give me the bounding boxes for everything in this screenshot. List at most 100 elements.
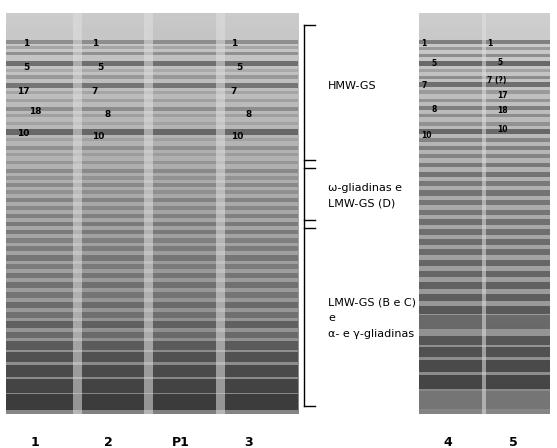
Bar	[419, 347, 550, 357]
Bar	[73, 13, 82, 414]
Bar	[6, 183, 298, 187]
Bar	[419, 375, 550, 389]
Bar	[6, 312, 298, 318]
Bar	[419, 114, 550, 117]
Bar	[6, 341, 298, 350]
Text: 1: 1	[422, 39, 427, 48]
Bar	[419, 61, 550, 65]
Text: 10: 10	[17, 129, 30, 138]
Bar	[419, 271, 550, 277]
Bar	[6, 206, 298, 210]
Text: 7 (?): 7 (?)	[487, 76, 506, 85]
Bar	[419, 39, 550, 43]
Text: 18: 18	[29, 107, 41, 116]
Bar	[419, 282, 550, 289]
Bar	[6, 146, 298, 150]
Bar	[6, 161, 298, 164]
Bar	[419, 294, 550, 301]
Text: 5: 5	[509, 436, 517, 448]
Bar	[419, 306, 550, 314]
Bar	[419, 210, 550, 215]
Bar	[144, 13, 153, 414]
Text: 17: 17	[17, 87, 30, 96]
Bar	[419, 146, 550, 150]
Bar	[6, 61, 298, 66]
Text: 5: 5	[237, 63, 243, 72]
Bar	[6, 168, 298, 172]
Text: 10: 10	[92, 132, 104, 141]
Bar	[419, 129, 550, 134]
Text: 5: 5	[97, 63, 104, 72]
Bar	[6, 292, 298, 297]
Text: 8: 8	[104, 110, 111, 119]
Bar	[419, 122, 550, 125]
Bar	[6, 229, 298, 234]
Bar	[419, 107, 550, 111]
Text: 7: 7	[422, 81, 427, 90]
Bar	[419, 360, 550, 372]
Text: 10: 10	[422, 131, 432, 140]
Bar	[419, 190, 550, 196]
Text: 10: 10	[231, 132, 243, 141]
Text: 1: 1	[92, 39, 98, 48]
Bar	[6, 222, 298, 226]
Bar	[6, 379, 298, 393]
Bar	[6, 75, 298, 78]
Text: ω-gliadinas e
LMW-GS (D): ω-gliadinas e LMW-GS (D)	[328, 183, 402, 209]
Text: 7: 7	[231, 87, 237, 96]
Bar	[6, 394, 298, 410]
Text: 4: 4	[443, 436, 452, 448]
Bar	[419, 315, 550, 329]
Bar	[6, 99, 298, 103]
Bar	[6, 255, 298, 261]
Bar	[419, 82, 550, 87]
Bar	[482, 13, 486, 414]
Bar	[419, 181, 550, 186]
Bar	[6, 332, 298, 338]
Bar	[6, 114, 298, 117]
Bar	[419, 172, 550, 177]
Bar	[6, 198, 298, 202]
Text: 1: 1	[487, 39, 492, 48]
Text: 8: 8	[432, 105, 437, 114]
Text: 1: 1	[23, 39, 30, 48]
Bar	[6, 283, 298, 288]
Text: HMW-GS: HMW-GS	[328, 81, 377, 90]
Text: LMW-GS (B e C)
e
α- e γ-gliadinas: LMW-GS (B e C) e α- e γ-gliadinas	[328, 297, 416, 339]
Bar	[6, 264, 298, 269]
Bar	[6, 39, 298, 43]
Bar	[419, 249, 550, 255]
Bar	[419, 76, 550, 79]
Text: 10: 10	[497, 125, 508, 134]
Bar	[6, 122, 298, 125]
Bar	[6, 190, 298, 194]
Bar	[6, 138, 298, 142]
Bar	[419, 54, 550, 57]
Text: 5: 5	[432, 59, 437, 68]
Bar	[6, 365, 298, 377]
Text: 2: 2	[104, 436, 113, 448]
Text: 1: 1	[231, 39, 237, 48]
Text: 1: 1	[31, 436, 39, 448]
Bar	[6, 91, 298, 94]
Bar	[6, 176, 298, 180]
Bar	[6, 52, 298, 56]
Bar	[419, 90, 550, 94]
Bar	[419, 392, 550, 409]
Text: 18: 18	[497, 106, 508, 115]
Bar	[6, 129, 298, 134]
Text: 17: 17	[497, 91, 508, 100]
Bar	[6, 353, 298, 362]
Bar	[419, 336, 550, 345]
Text: 5: 5	[23, 63, 30, 72]
Bar	[419, 138, 550, 142]
Bar	[6, 107, 298, 111]
Bar	[6, 83, 298, 88]
Text: 5: 5	[497, 58, 502, 67]
Bar	[6, 238, 298, 242]
Bar	[6, 214, 298, 218]
Text: 8: 8	[245, 110, 252, 119]
Bar	[419, 200, 550, 205]
Bar	[6, 246, 298, 251]
Bar	[419, 229, 550, 235]
